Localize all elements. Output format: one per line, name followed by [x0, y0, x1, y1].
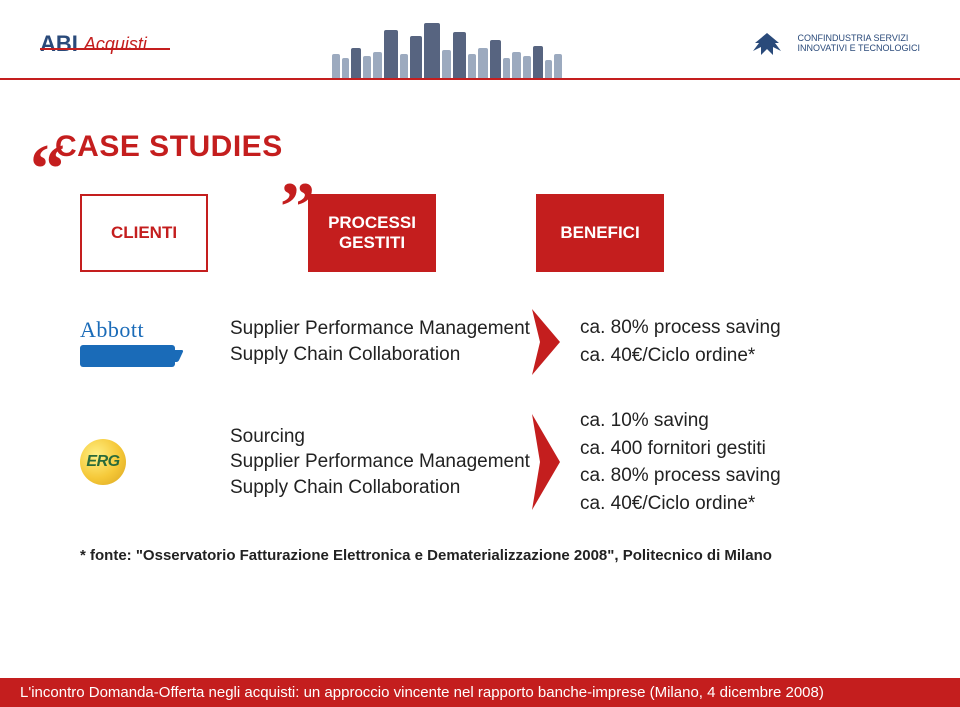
eagle-icon [747, 29, 787, 59]
arrow-abbott [530, 307, 580, 377]
logo-abi-acquisti: ABI Acquisti [40, 31, 147, 57]
erg-benefits: ca. 10% saving ca. 400 fornitori gestiti… [580, 407, 781, 517]
benefit-item: ca. 80% process saving [580, 314, 781, 342]
process-item: Supply Chain Collaboration [230, 475, 530, 501]
header-divider [0, 78, 960, 80]
conf-text-2: INNOVATIVI E TECNOLOGICI [797, 44, 920, 54]
abbott-processes: Supplier Performance Management Supply C… [230, 316, 530, 367]
benefit-item: ca. 40€/Ciclo ordine* [580, 342, 781, 370]
arrow-erg [530, 412, 580, 512]
logo-acquisti-text: Acquisti [84, 34, 147, 55]
case-row-abbott: Abbott Supplier Performance Management S… [80, 307, 960, 377]
box-benefici: BENEFICI [536, 194, 664, 272]
logo-underline [40, 48, 170, 50]
erg-processes: Sourcing Supplier Performance Management… [230, 424, 530, 501]
process-item: Supplier Performance Management [230, 316, 530, 342]
category-boxes: CLIENTI PROCESSI GESTITI BENEFICI [0, 194, 960, 272]
quote-open-icon: “ [30, 152, 65, 187]
abbott-logo: Abbott [80, 317, 230, 367]
quote-close-icon: ” [280, 190, 315, 225]
footer-bar: L'incontro Domanda-Offerta negli acquist… [0, 678, 960, 707]
slide-header: ABI Acquisti [0, 0, 960, 78]
arrow-icon [530, 412, 564, 512]
box-processi: PROCESSI GESTITI [308, 194, 436, 272]
abbott-logo-text: Abbott [80, 317, 175, 343]
logo-confindustria: CONFINDUSTRIA SERVIZI INNOVATIVI E TECNO… [747, 29, 920, 59]
case-row-erg: ERG Sourcing Supplier Performance Manage… [80, 407, 960, 517]
erg-logo-text: ERG [86, 453, 119, 471]
process-item: Supply Chain Collaboration [230, 342, 530, 368]
title-region: “ CASE STUDIES ” [0, 100, 960, 194]
benefit-item: ca. 10% saving [580, 407, 781, 435]
abbott-benefits: ca. 80% process saving ca. 40€/Ciclo ord… [580, 314, 781, 369]
process-item: Sourcing [230, 424, 530, 450]
footnote-text: * fonte: "Osservatorio Fatturazione Elet… [0, 547, 960, 564]
box-clienti: CLIENTI [80, 194, 208, 272]
header-silhouettes [147, 10, 748, 78]
process-item: Supplier Performance Management [230, 449, 530, 475]
benefit-item: ca. 40€/Ciclo ordine* [580, 490, 781, 518]
arrow-icon [530, 307, 564, 377]
erg-logo: ERG [80, 439, 230, 485]
benefit-item: ca. 80% process saving [580, 462, 781, 490]
abbott-logo-bar [80, 345, 175, 367]
slide-title: CASE STUDIES [55, 130, 283, 163]
benefit-item: ca. 400 fornitori gestiti [580, 435, 781, 463]
case-rows: Abbott Supplier Performance Management S… [0, 307, 960, 517]
logo-abi-text: ABI [40, 31, 78, 57]
